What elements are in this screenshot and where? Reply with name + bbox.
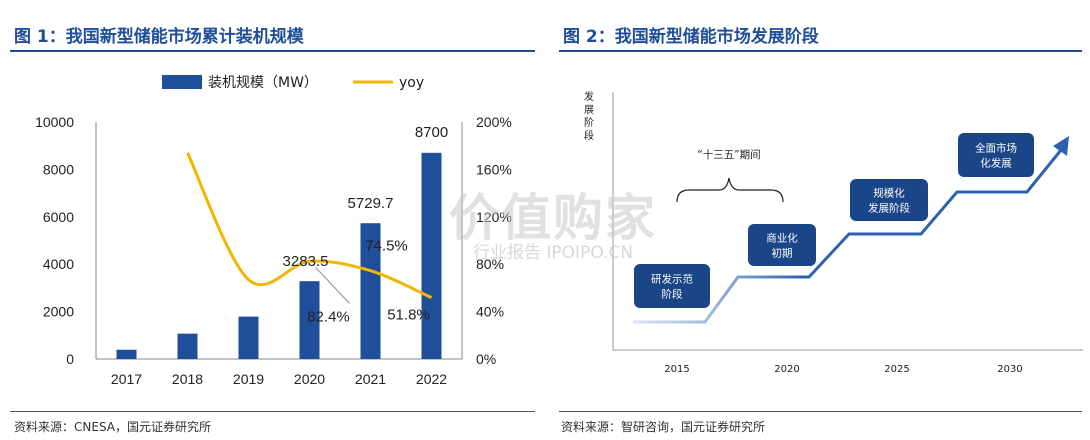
left-y-tick-1: 2000 [43, 304, 74, 320]
data-label-0: 3283.5 [283, 253, 329, 270]
legend-line-label: yoy [399, 75, 424, 91]
right-y-tick-2: 80% [476, 256, 504, 272]
stage-text-3-0: 全面市场 [975, 142, 1017, 155]
bar-2018 [177, 333, 198, 359]
stage-text-0-1: 阶段 [662, 288, 683, 301]
figure-2-panel: 图 2：我国新型储能市场发展阶段 发展阶段 2015 2020 2025 2030 “… [555, 0, 1090, 440]
chart-legend: 装机规模（MW） yoy [162, 75, 424, 91]
stage-box-bg-2 [850, 179, 928, 221]
x-tick-2021: 2021 [355, 371, 386, 387]
stage-text-0-0: 研发示范 [651, 273, 693, 286]
stage-axis-char-3: 段 [584, 129, 594, 142]
stage-box-bg-1 [748, 224, 816, 266]
period-brace [676, 177, 784, 203]
data-label-3: 82.4% [307, 308, 350, 325]
data-label-4: 74.5% [365, 238, 408, 255]
bar-2017 [116, 349, 137, 359]
staircase-arrowhead [1053, 136, 1069, 156]
stage-text-3-1: 化发展 [980, 157, 1012, 170]
diagram-x-tick-2030: 2030 [997, 364, 1022, 375]
bar-2020 [299, 281, 320, 359]
right-y-tick-labels: 0% 40% 80% 120% 160% 200% [476, 114, 512, 367]
capacity-bars [116, 152, 442, 359]
right-y-tick-0: 0% [476, 351, 496, 367]
legend-bar-label: 装机规模（MW） [208, 75, 318, 91]
stage-text-1-0: 商业化 [766, 232, 798, 245]
figure-2-source: 资料来源：智研咨询，国元证券研究所 [561, 420, 766, 434]
x-tick-labels: 2017 2018 2019 2020 2021 2022 [111, 371, 447, 387]
left-y-tick-2: 4000 [43, 256, 74, 272]
stage-box-bg-0 [634, 264, 710, 308]
x-tick-2017: 2017 [111, 371, 142, 387]
left-y-tick-labels: 0 2000 4000 6000 8000 10000 [35, 114, 74, 367]
right-y-tick-5: 200% [476, 114, 512, 130]
storage-capacity-chart: 装机规模（MW） yoy 0 2000 4000 6000 8000 10000 0% 40… [35, 75, 512, 387]
stage-box-bg-3 [958, 133, 1034, 177]
leader-82-4 [315, 266, 350, 304]
diagram-x-tick-2020: 2020 [774, 364, 799, 375]
stage-text-2-0: 规模化 [873, 187, 905, 200]
diagram-x-tick-labels: 2015 2020 2025 2030 [664, 364, 1022, 375]
figure-2-title-rule [559, 50, 1082, 52]
development-stages-diagram: 发展阶段 2015 2020 2025 2030 “十三五”期间 研发示范阶段商业化初… [584, 90, 1083, 375]
figure-1-title: 图 1：我国新型储能市场累计装机规模 [14, 27, 304, 47]
x-tick-2018: 2018 [172, 371, 203, 387]
watermark-logo: 价值购家 [449, 189, 657, 247]
figure-1-source: 资料来源：CNESA，国元证券研究所 [14, 420, 211, 434]
figure-1-bottom-rule [10, 411, 535, 412]
data-labels: 3283.5 5729.7 8700 82.4% 74.5% 51.8% [283, 124, 449, 326]
left-y-tick-5: 10000 [35, 114, 74, 130]
diagram-x-tick-2025: 2025 [884, 364, 909, 375]
figure-1-title-rule [10, 50, 535, 52]
data-label-2: 8700 [415, 124, 448, 141]
development-staircase [633, 149, 1063, 324]
label-leader-lines [315, 266, 350, 304]
right-y-tick-1: 40% [476, 304, 504, 320]
stage-axis-char-1: 展 [584, 104, 594, 116]
stage-axis-char-2: 阶 [584, 116, 594, 129]
yoy-line [186, 152, 433, 299]
legend-bar-swatch [162, 75, 202, 89]
data-label-1: 5729.7 [348, 195, 394, 212]
stage-axis-label: 发展阶段 [584, 90, 594, 142]
bar-2019 [238, 316, 259, 359]
x-tick-2019: 2019 [233, 371, 264, 387]
bar-2021 [360, 223, 381, 359]
stage-text-1-1: 初期 [772, 247, 793, 260]
data-label-5: 51.8% [387, 307, 430, 324]
stage-axis-char-0: 发 [584, 90, 594, 103]
x-tick-2020: 2020 [294, 371, 325, 387]
stage-text-2-1: 发展阶段 [868, 202, 910, 215]
bar-2022 [421, 152, 442, 359]
figure-1-panel: 图 1：我国新型储能市场累计装机规模 装机规模（MW） yoy 0 2000 400… [10, 27, 535, 434]
period-label: “十三五”期间 [697, 148, 760, 161]
right-y-tick-4: 160% [476, 161, 512, 177]
x-tick-2022: 2022 [416, 371, 447, 387]
left-y-tick-0: 0 [66, 351, 74, 367]
figure-2-bottom-rule [559, 411, 1082, 412]
diagram-x-tick-2015: 2015 [664, 364, 689, 375]
right-y-tick-3: 120% [476, 209, 512, 225]
left-y-tick-4: 8000 [43, 161, 74, 177]
watermark-subtext: 行业报告 IPOIPO.CN [473, 243, 633, 263]
left-y-tick-3: 6000 [43, 209, 74, 225]
figure-2-title: 图 2：我国新型储能市场发展阶段 [563, 27, 819, 47]
